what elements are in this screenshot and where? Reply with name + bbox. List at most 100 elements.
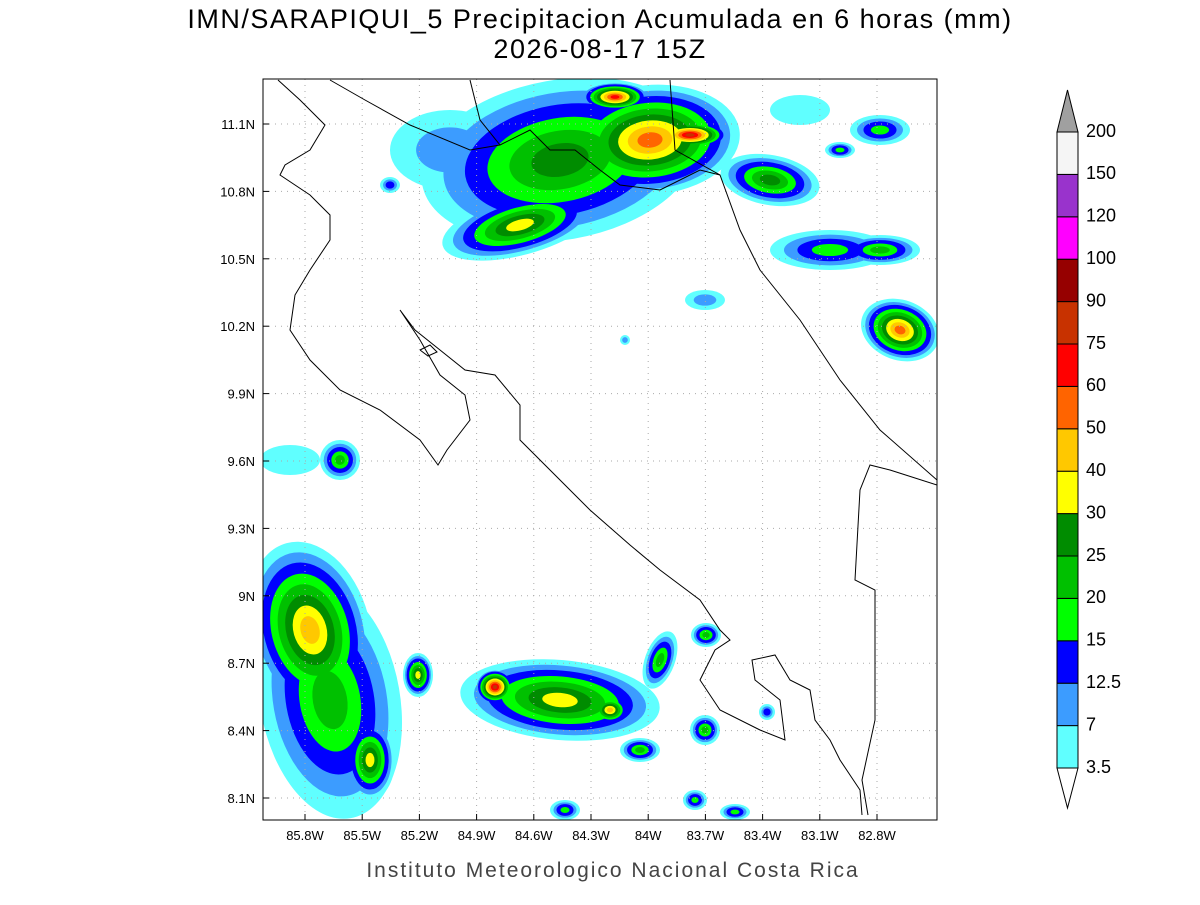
lon-label: 84.3W	[572, 828, 610, 843]
lon-label: 83.7W	[687, 828, 725, 843]
colorbar-label: 12.5	[1086, 672, 1121, 692]
precip-contour	[870, 125, 890, 135]
graticule: 85.8W 85.5W 85.2W 84.9W 84.6W 84.3W 84W 83.7W 83…	[220, 79, 937, 843]
lon-label: 83.1W	[801, 828, 839, 843]
colorbar-swatch	[1056, 216, 1079, 260]
lat-label: 8.1N	[228, 791, 255, 806]
lat-label: 10.2N	[220, 319, 255, 334]
colorbar-swatch	[1056, 682, 1079, 727]
precip-contour	[763, 708, 771, 716]
precip-contour	[691, 796, 699, 804]
precip-contour	[637, 132, 663, 148]
colorbar-swatch	[1056, 428, 1079, 472]
precip-contour	[300, 616, 320, 644]
precip-contour	[702, 632, 710, 638]
precip-contour	[701, 726, 709, 734]
precip-contour	[606, 707, 614, 713]
colorbar-label: 25	[1086, 545, 1106, 565]
precip-contour	[759, 174, 781, 186]
colorbar-label: 50	[1086, 418, 1106, 438]
colorbar-label: 200	[1086, 121, 1116, 141]
colorbar-swatch	[1056, 725, 1079, 769]
lat-label: 9.3N	[228, 521, 255, 536]
colorbar-over	[1056, 89, 1079, 133]
colorbar-swatch	[1056, 470, 1079, 515]
pacific-coast	[277, 79, 863, 816]
precip-contour	[335, 455, 345, 465]
colorbar-swatch	[1056, 258, 1079, 303]
colorbar-swatch	[1056, 343, 1079, 387]
precip-contour	[655, 652, 665, 668]
precip-contour	[385, 181, 395, 189]
colorbar-label: 120	[1086, 206, 1116, 226]
precip-contour	[531, 142, 589, 178]
lat-label: 11.1N	[221, 117, 255, 132]
precip-contour	[506, 218, 534, 232]
coastlines	[277, 79, 937, 816]
lon-label: 84.9W	[458, 828, 496, 843]
precip-contour	[560, 806, 570, 814]
colorbar-label: 7	[1086, 714, 1096, 734]
lon-label: 85.2W	[401, 828, 439, 843]
colorbar-swatch	[1056, 301, 1079, 345]
precip-contour	[415, 671, 421, 679]
precip-contour	[365, 752, 375, 768]
colorbar-under	[1056, 767, 1079, 810]
colorbar-label: 3.5	[1086, 757, 1111, 777]
precip-contour	[492, 684, 498, 690]
colorbar-label: 100	[1086, 248, 1116, 268]
precip-contour	[835, 147, 845, 153]
colorbar-label: 15	[1086, 630, 1106, 650]
colorbar-label: 60	[1086, 375, 1106, 395]
map-title: IMN/SARAPIQUI_5 Precipitacion Acumulada …	[187, 4, 1012, 34]
colorbar-label: 40	[1086, 460, 1106, 480]
colorbar-label: 90	[1086, 290, 1106, 310]
precip-contour	[263, 445, 320, 475]
lon-label: 85.8W	[286, 828, 324, 843]
colorbar-label: 30	[1086, 502, 1106, 522]
lon-label: 83.4W	[744, 828, 782, 843]
map-subtitle: 2026-08-17 15Z	[493, 34, 706, 64]
lat-label: 8.7N	[228, 656, 255, 671]
colorbar-label: 75	[1086, 333, 1106, 353]
border	[854, 464, 937, 816]
colorbar-swatch	[1056, 597, 1079, 642]
precip-contour	[811, 243, 849, 257]
precip-contour	[870, 246, 890, 254]
map-frame	[262, 78, 938, 821]
lat-label: 9N	[238, 589, 255, 604]
precip-contour	[635, 747, 645, 753]
lat-label: 8.4N	[228, 724, 255, 739]
lon-label: 84.6W	[515, 828, 553, 843]
precip-contour	[542, 692, 578, 708]
lake-shore	[329, 79, 501, 151]
lat-label: 9.6N	[228, 454, 255, 469]
footer: Instituto Meteorologico Nacional Costa R…	[366, 859, 859, 882]
caribbean-coast	[669, 79, 937, 481]
colorbar: 3.5 7 12.5 15 20 25 30 40 50 60 75 90 100 120 150 200	[1056, 89, 1121, 810]
colorbar-swatch	[1056, 131, 1079, 175]
precip-contour	[610, 95, 620, 99]
colorbar-swatch	[1056, 513, 1079, 557]
colorbar-swatch	[1056, 385, 1079, 430]
precip-contour	[730, 809, 740, 815]
colorbar-label: 20	[1086, 587, 1106, 607]
precipitation-field	[263, 79, 937, 820]
lat-label: 10.5N	[220, 252, 255, 267]
precip-contour	[622, 337, 628, 343]
colorbar-swatch	[1056, 640, 1079, 684]
colorbar-swatch	[1056, 173, 1079, 218]
lat-label: 10.8N	[220, 184, 255, 199]
island	[419, 344, 438, 357]
lon-label: 82.8W	[858, 828, 896, 843]
precip-contour	[894, 325, 906, 335]
lon-label: 85.5W	[343, 828, 381, 843]
precip-contour	[312, 670, 348, 730]
precip-contour	[693, 294, 717, 306]
lon-label: 84W	[635, 828, 662, 843]
lat-label: 9.9N	[228, 387, 255, 402]
precip-contour	[770, 95, 830, 125]
colorbar-swatch	[1056, 555, 1079, 599]
border	[469, 79, 721, 191]
